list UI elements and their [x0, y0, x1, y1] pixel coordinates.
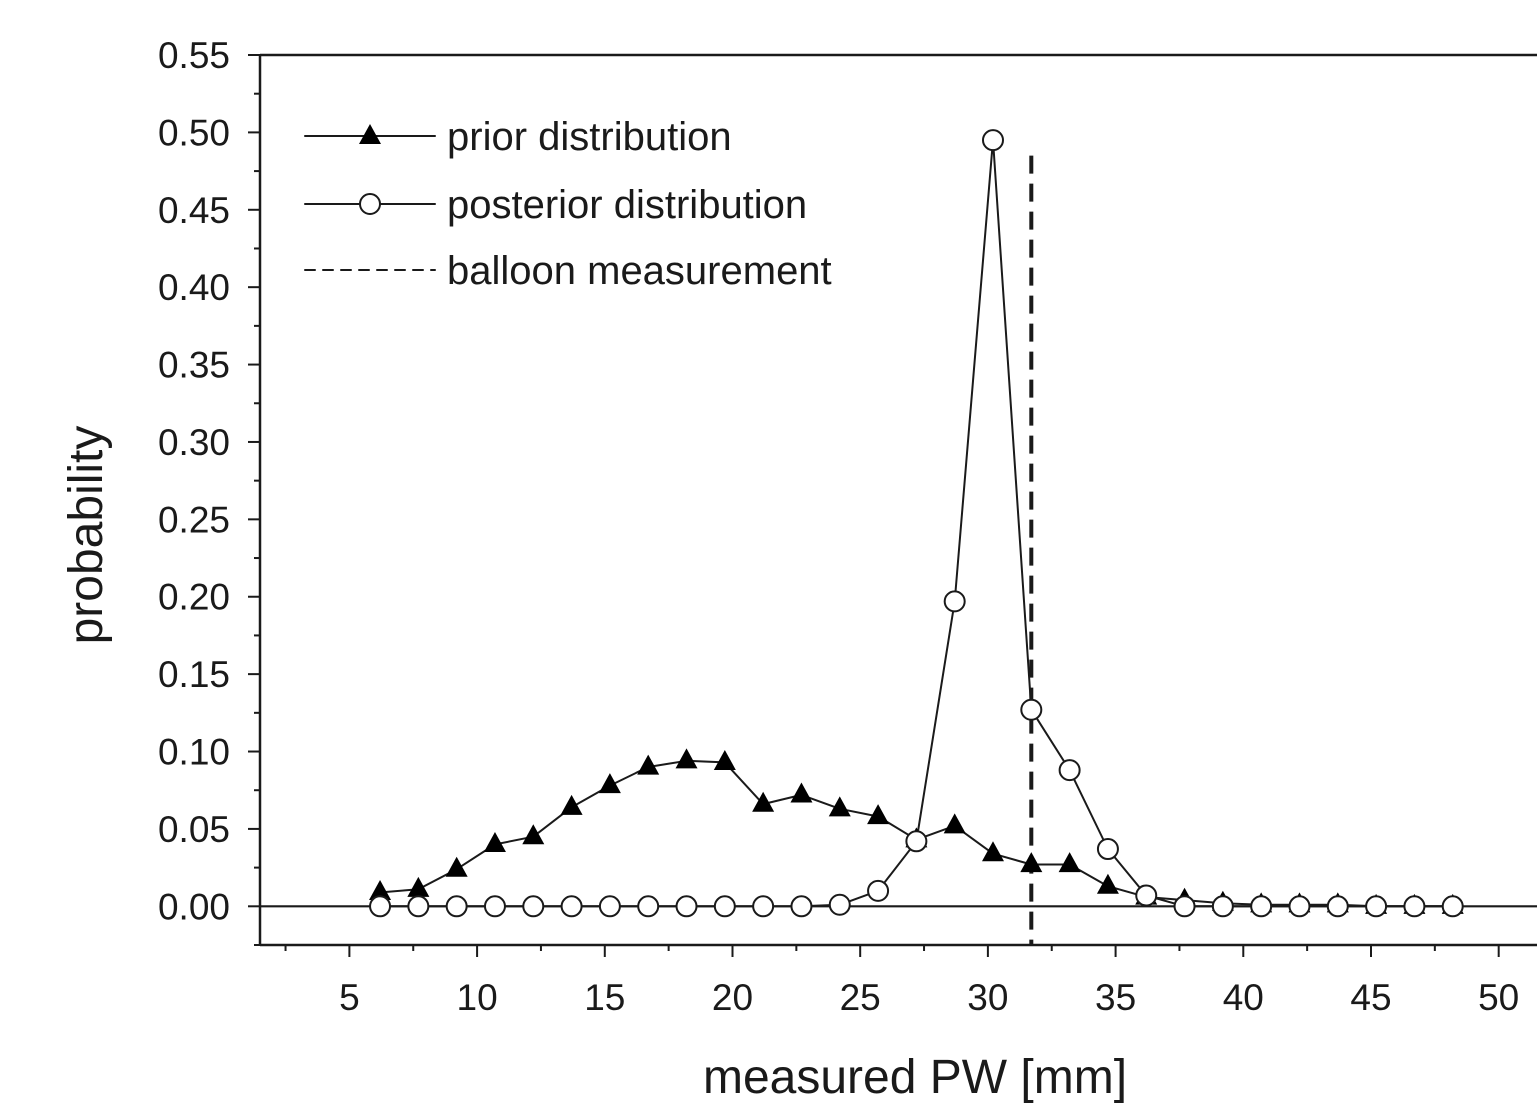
posterior-point	[867, 879, 890, 902]
posterior-point	[407, 895, 430, 918]
posterior-point	[828, 893, 851, 916]
y-tick-label: 0.40	[158, 267, 230, 308]
y-tick-label: 0.25	[158, 499, 230, 540]
prior-point	[483, 831, 506, 852]
x-tick-label: 45	[1350, 977, 1391, 1018]
prior-point	[1020, 852, 1043, 873]
posterior-point	[1250, 895, 1273, 918]
y-tick-label: 0.30	[158, 422, 230, 463]
posterior-point	[1441, 895, 1464, 918]
y-tick-label: 0.10	[158, 732, 230, 773]
y-tick-label: 0.20	[158, 577, 230, 618]
posterior-point	[1211, 895, 1234, 918]
posterior-point	[598, 895, 621, 918]
x-tick-label: 25	[840, 977, 881, 1018]
y-tick-label: 0.50	[158, 112, 230, 153]
axes	[258, 53, 1537, 947]
legend: prior distribution posterior distribution…	[304, 115, 832, 293]
x-tick-label: 15	[584, 977, 625, 1018]
y-ticks: 0.00 0.05 0.10 0.15 0.20 0.25 0.30 0.35 0.40 0.45…	[158, 35, 260, 946]
posterior-point	[943, 590, 966, 613]
legend-item-balloon: balloon measurement	[304, 249, 832, 293]
posterior-point	[1020, 698, 1043, 721]
prior-point	[790, 782, 813, 803]
posterior-point	[1096, 838, 1119, 861]
x-tick-label: 50	[1478, 977, 1519, 1018]
x-tick-label: 40	[1223, 977, 1264, 1018]
posterior-point	[369, 895, 392, 918]
legend-item-prior: prior distribution	[304, 115, 732, 159]
prior-point	[867, 804, 890, 825]
posterior-point	[637, 895, 660, 918]
legend-label: balloon measurement	[447, 249, 832, 293]
prior-point	[445, 856, 468, 877]
prior-point	[752, 791, 775, 812]
legend-circle-marker	[359, 193, 381, 215]
prior-point	[828, 796, 851, 817]
prior-point	[369, 879, 392, 900]
posterior-point	[1288, 895, 1311, 918]
posterior-point	[752, 895, 775, 918]
posterior-point	[1173, 895, 1196, 918]
posterior-point	[1365, 895, 1388, 918]
y-tick-label: 0.15	[158, 654, 230, 695]
y-axis-title: probability	[60, 426, 113, 645]
y-tick-label: 0.45	[158, 190, 230, 231]
prior-point	[943, 813, 966, 834]
posterior-point	[905, 830, 928, 853]
posterior-point	[1403, 895, 1426, 918]
posterior-point	[675, 895, 698, 918]
legend-triangle-marker	[359, 124, 381, 144]
posterior-point	[522, 895, 545, 918]
x-tick-label: 35	[1095, 977, 1136, 1018]
posterior-point	[1135, 884, 1158, 907]
y-tick-label: 0.35	[158, 345, 230, 386]
series-layer	[369, 129, 1464, 918]
prior-point	[637, 754, 660, 775]
legend-item-posterior: posterior distribution	[304, 183, 807, 227]
prior-point	[407, 876, 430, 897]
prior-point	[1058, 852, 1081, 873]
prior-point	[675, 748, 698, 769]
posterior-point	[713, 895, 736, 918]
posterior-point	[560, 895, 583, 918]
prior-point	[522, 824, 545, 845]
prior-point	[560, 794, 583, 815]
posterior-point	[981, 129, 1004, 152]
prior-point	[1096, 873, 1119, 894]
x-tick-label: 5	[339, 977, 360, 1018]
y-tick-label: 0.55	[158, 35, 230, 76]
legend-label: posterior distribution	[447, 183, 807, 227]
prior-point	[598, 773, 621, 794]
y-tick-label: 0.00	[158, 886, 230, 927]
x-tick-label: 30	[967, 977, 1008, 1018]
posterior-point	[1326, 895, 1349, 918]
x-tick-label: 20	[712, 977, 753, 1018]
posterior-point	[1058, 759, 1081, 782]
posterior-point	[790, 895, 813, 918]
posterior-point	[445, 895, 468, 918]
prior-point	[713, 749, 736, 770]
legend-label: prior distribution	[447, 115, 732, 159]
y-tick-label: 0.05	[158, 809, 230, 850]
prior-point	[981, 841, 1004, 862]
x-axis-title: measured PW [mm]	[703, 1051, 1127, 1104]
posterior-point	[483, 895, 506, 918]
x-ticks: 5 10 15 20 25 30 35 40 45 50	[284, 945, 1519, 1018]
x-tick-label: 10	[457, 977, 498, 1018]
